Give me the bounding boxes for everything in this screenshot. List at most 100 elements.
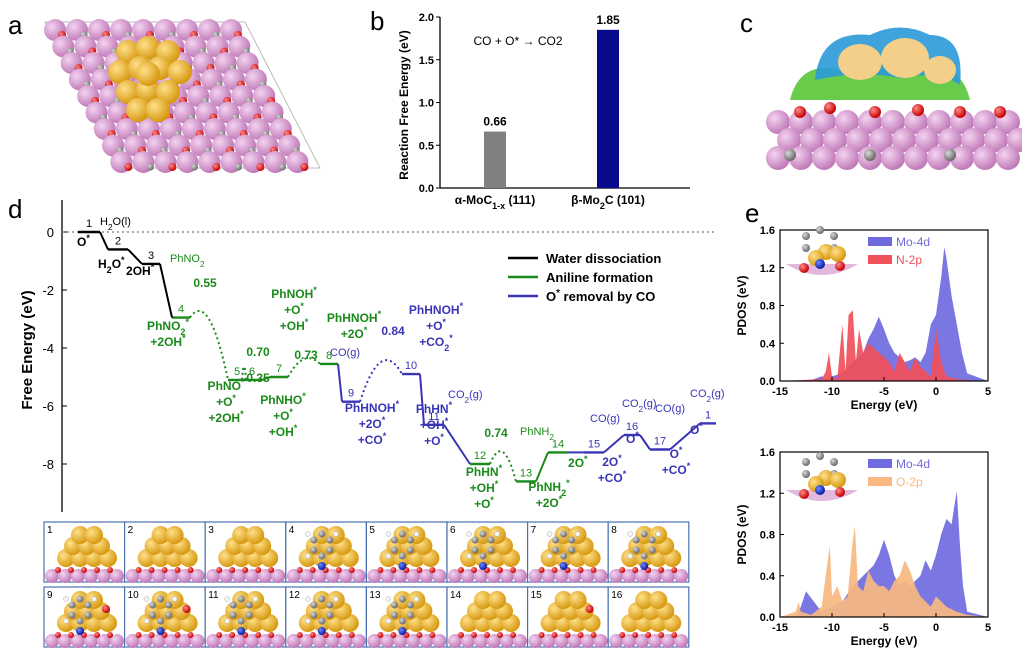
c-atom [84, 601, 92, 609]
mo-atom [448, 634, 462, 648]
snapshot-number: 10 [128, 590, 140, 601]
o-atom [994, 106, 1006, 118]
o-atom [335, 632, 342, 638]
mo-atom [258, 569, 273, 583]
snapshot-strip: 1 2 3 4 5 6 7 89 10 11 12 13 14 15 16 [43, 521, 690, 648]
o-atom [590, 567, 597, 573]
c-atom [326, 601, 334, 609]
state-label: H2O* [98, 255, 125, 275]
o-atom [458, 567, 464, 573]
mo-atom [258, 634, 273, 648]
state-number-label: 4 [178, 304, 184, 316]
catalyst-slab-image [44, 19, 321, 173]
mo-atom [500, 569, 514, 583]
c-atom [479, 552, 487, 560]
o-atom [377, 632, 384, 638]
o-atom [268, 632, 275, 638]
c-atom [390, 611, 398, 619]
n-atom [398, 562, 407, 570]
o-atom [309, 632, 316, 638]
pdos-area [780, 526, 988, 617]
mo-atom [593, 634, 608, 648]
pdos-xlabel: Energy (eV) [851, 634, 918, 648]
h-atom [252, 596, 258, 602]
o-atom [174, 567, 181, 573]
pdos-chart-o2p: -15 -10 -5 0 5 0.0 0.4 0.8 1.2 1.6 Energy (eV) PDOS… [735, 447, 991, 648]
mo-atom [45, 569, 59, 583]
c-atom [76, 617, 84, 625]
mo-atom [84, 634, 98, 648]
c-atom [648, 546, 656, 554]
o-atom [564, 632, 571, 638]
n-atom [815, 259, 825, 269]
snapshot-cell: 11 [204, 586, 287, 648]
n-atom [156, 627, 165, 635]
state-number-label: 1 [86, 218, 92, 230]
o-atom [268, 567, 275, 573]
pdos-x-tick-label: -5 [879, 622, 889, 634]
o-atom [510, 632, 516, 638]
o-atom [309, 567, 316, 573]
panel-label-a: a [8, 10, 23, 40]
profile-ylabel: Free Energy (eV) [19, 290, 36, 409]
o-atom [68, 632, 74, 638]
c-atom [398, 530, 406, 538]
mo-atom [528, 569, 543, 583]
c-atom [568, 546, 576, 554]
pdos-y-tick-label: 1.2 [760, 488, 775, 500]
o-atom [416, 632, 423, 638]
h-atom [63, 596, 69, 602]
o-atom [658, 567, 665, 573]
c-atom [568, 536, 576, 544]
pdos-legend-swatch [868, 255, 892, 264]
snapshot-cell: 1 [43, 521, 126, 583]
c-atom [816, 226, 824, 234]
o-atom [954, 106, 966, 118]
mo-atom [206, 634, 221, 648]
mo-atom [393, 634, 408, 648]
c-atom [406, 536, 414, 544]
mo-atom [177, 634, 192, 648]
mo-atom [151, 634, 166, 648]
mo-atom [380, 569, 395, 583]
c-atom [398, 552, 406, 560]
state-number-label: 16 [626, 421, 638, 433]
h-atom [385, 531, 392, 537]
bar-y-tick-label: 2.0 [419, 12, 434, 24]
au-atom [635, 591, 654, 609]
o-atom [68, 567, 74, 573]
state-number-label: 8 [326, 350, 332, 362]
energy-connector [159, 263, 173, 318]
mo-atom [927, 110, 951, 134]
o-atom [799, 263, 809, 273]
state-label: PhHNOH* [345, 399, 400, 415]
h-atom [305, 531, 311, 537]
h-atom [63, 618, 69, 624]
o-atom [824, 102, 836, 114]
state-label: +CO2* [419, 333, 453, 353]
c-atom [318, 530, 326, 538]
h-atom [413, 531, 420, 537]
mo-atom [513, 569, 527, 583]
o-atom [102, 605, 110, 613]
pdos-legend-entry: N-2p [896, 253, 922, 267]
mo-atom [351, 569, 366, 583]
gas-species-annotation: CO2(g) [448, 389, 483, 405]
mo-atom [580, 569, 595, 583]
pdos-y-tick-label: 0.0 [760, 376, 775, 388]
snapshot-number: 7 [531, 525, 537, 536]
c-atom [390, 546, 398, 554]
legend-entry: Aniline formation [546, 270, 653, 285]
mo-atom [622, 634, 637, 648]
snapshot-cell: 8 [607, 521, 690, 583]
h-atom [413, 596, 420, 602]
c-atom [802, 470, 810, 478]
o-atom [794, 106, 806, 118]
mo-atom [474, 634, 488, 648]
c-atom [390, 601, 398, 609]
gas-species-annotation: CO(g) [655, 403, 685, 415]
mo-atom [674, 569, 689, 583]
barrier-label: 0.70 [246, 345, 270, 359]
mo-atom [648, 634, 663, 648]
gas-species-annotation: CO2(g) [622, 398, 657, 414]
